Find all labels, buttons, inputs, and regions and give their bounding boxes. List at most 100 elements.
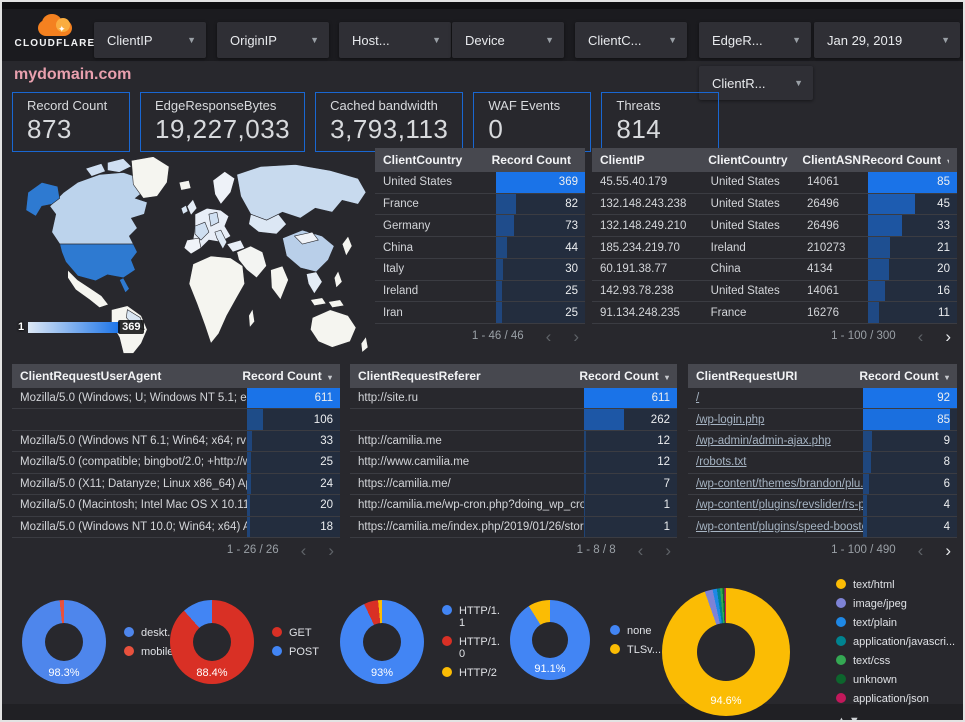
table-row[interactable]: 132.148.243.238 United States 26496 45 bbox=[592, 193, 957, 216]
table-row[interactable]: Iran 25 bbox=[375, 302, 585, 325]
donut-tls-version[interactable]: 91.1% bbox=[510, 600, 590, 680]
table-cell-link[interactable]: /wp-content/plugins/revslider/rs-p... bbox=[696, 499, 864, 512]
donut-request-method[interactable]: 88.4% bbox=[170, 600, 254, 684]
next-page-icon[interactable]: › bbox=[573, 326, 579, 346]
filter-clientip[interactable]: ClientIP ▼ bbox=[94, 22, 206, 58]
table-row[interactable]: /robots.txt 8 bbox=[688, 452, 957, 474]
table-row[interactable]: 45.55.40.179 United States 14061 85 bbox=[592, 172, 957, 194]
next-page-icon[interactable]: › bbox=[945, 326, 951, 346]
legend-item[interactable]: none bbox=[610, 624, 661, 637]
table-row[interactable]: /wp-content/plugins/speed-booste... 4 bbox=[688, 516, 957, 538]
legend-item[interactable]: application/javascri... bbox=[836, 636, 955, 648]
legend-item[interactable]: HTTP/1.1 bbox=[442, 605, 505, 629]
filter-edger[interactable]: EdgeR... ▼ bbox=[699, 22, 811, 58]
table-row[interactable]: Mozilla/5.0 (Windows NT 6.1; Win64; x64;… bbox=[12, 430, 340, 453]
prev-page-icon[interactable]: ‹ bbox=[545, 326, 552, 346]
donut-chart-tls-version[interactable]: 91.1% none TLSv... bbox=[510, 600, 661, 680]
prev-page-icon[interactable]: ‹ bbox=[300, 540, 307, 560]
prev-page-icon[interactable]: ‹ bbox=[917, 326, 924, 346]
geo-map-chart[interactable]: 1 369 bbox=[12, 148, 370, 354]
legend-item[interactable]: mobile bbox=[124, 645, 176, 658]
prev-page-icon[interactable]: ‹ bbox=[917, 540, 924, 560]
table-row[interactable]: http://camilia.me/wp-cron.php?doing_wp_c… bbox=[350, 495, 677, 517]
column-header[interactable]: Record Count ▾ bbox=[862, 153, 949, 167]
legend-sort-icons[interactable]: ▲▼ bbox=[836, 715, 862, 722]
column-header[interactable]: Record Count ▾ bbox=[242, 369, 332, 383]
donut-chart-request-method[interactable]: 88.4% GET POST bbox=[170, 600, 319, 684]
table-row[interactable]: 106 bbox=[12, 409, 340, 431]
table-cell-link[interactable]: / bbox=[696, 392, 700, 405]
table-row[interactable]: United States 369 bbox=[375, 172, 585, 194]
table-row[interactable]: / 92 bbox=[688, 388, 957, 410]
column-header[interactable]: Record Count ▾ bbox=[579, 369, 669, 383]
table-row[interactable]: /wp-login.php 85 bbox=[688, 409, 957, 431]
filter-host[interactable]: Host... ▼ bbox=[339, 22, 451, 58]
legend-item[interactable]: text/plain bbox=[836, 617, 955, 629]
legend-item[interactable]: text/css bbox=[836, 655, 955, 667]
legend-item[interactable]: HTTP/1.0 bbox=[442, 636, 505, 660]
table-row[interactable]: Mozilla/5.0 (compatible; bingbot/2.0; +h… bbox=[12, 452, 340, 474]
column-header[interactable]: ClientRequestReferer bbox=[358, 369, 481, 383]
table-row[interactable]: Mozilla/5.0 (Windows NT 10.0; Win64; x64… bbox=[12, 516, 340, 538]
table-row[interactable]: Mozilla/5.0 (Macintosh; Intel Mac OS X 1… bbox=[12, 495, 340, 517]
column-header[interactable]: Record Count ▾ bbox=[859, 369, 949, 383]
table-row[interactable]: France 82 bbox=[375, 193, 585, 216]
table-row[interactable]: http://camilia.me 12 bbox=[350, 430, 677, 453]
column-header[interactable]: ClientASN bbox=[802, 153, 862, 167]
table-row[interactable]: 132.148.249.210 United States 26496 33 bbox=[592, 215, 957, 238]
table-row[interactable]: 262 bbox=[350, 409, 677, 431]
table-row[interactable]: https://camilia.me/7 bbox=[350, 473, 677, 496]
next-page-icon[interactable]: › bbox=[945, 540, 951, 560]
column-header[interactable]: ClientIP bbox=[600, 153, 645, 167]
table-cell-link[interactable]: /wp-admin/admin-ajax.php bbox=[696, 435, 831, 448]
table-row[interactable]: /wp-content/themes/brandon/plu... 6 bbox=[688, 473, 957, 496]
table-row[interactable]: https://camilia.me/index.php/2019/01/26/… bbox=[350, 516, 677, 538]
column-header[interactable]: ClientRequestURI bbox=[696, 369, 798, 383]
table-row[interactable]: http://site.ru 611 bbox=[350, 388, 677, 410]
table-cell-link[interactable]: /wp-content/plugins/speed-booste... bbox=[696, 520, 864, 533]
table-row[interactable]: /wp-content/plugins/revslider/rs-p... 4 bbox=[688, 495, 957, 517]
table-row[interactable]: Mozilla/5.0 (Windows; U; Windows NT 5.1;… bbox=[12, 388, 340, 410]
table-row[interactable]: 91.134.248.235 France 16276 11 bbox=[592, 302, 957, 325]
column-header[interactable]: ClientCountry bbox=[383, 153, 463, 167]
donut-chart-content-type[interactable]: 94.6% text/html image/jpeg text/plain applic… bbox=[662, 577, 955, 722]
legend-item[interactable]: GET bbox=[272, 626, 319, 639]
legend-item[interactable]: POST bbox=[272, 645, 319, 658]
donut-chart-http-protocol[interactable]: 93% HTTP/1.1 HTTP/1.0 HTTP/2 bbox=[340, 600, 505, 684]
next-page-icon[interactable]: › bbox=[665, 540, 671, 560]
legend-item[interactable]: text/html bbox=[836, 579, 955, 591]
next-page-icon[interactable]: › bbox=[328, 540, 334, 560]
table-row[interactable]: 142.93.78.238 United States 14061 16 bbox=[592, 280, 957, 303]
donut-device-type[interactable]: 98.3% bbox=[22, 600, 106, 684]
table-row[interactable]: Ireland 25 bbox=[375, 280, 585, 303]
legend-item[interactable]: HTTP/2 bbox=[442, 667, 505, 679]
column-header[interactable]: ClientRequestUserAgent bbox=[20, 369, 162, 383]
filter-originip[interactable]: OriginIP ▼ bbox=[217, 22, 329, 58]
table-row[interactable]: Italy 30 bbox=[375, 258, 585, 281]
filter-clientrequest[interactable]: ClientR... ▼ bbox=[699, 66, 813, 100]
column-header[interactable]: ClientCountry bbox=[708, 153, 788, 167]
table-row[interactable]: Mozilla/5.0 (X11; Datanyze; Linux x86_64… bbox=[12, 473, 340, 496]
prev-page-icon[interactable]: ‹ bbox=[637, 540, 644, 560]
donut-content-type[interactable]: 94.6% bbox=[662, 588, 790, 716]
date-range-filter[interactable]: Jan 29, 2019 ▼ bbox=[814, 22, 960, 58]
legend-item[interactable]: deskt... bbox=[124, 626, 176, 639]
table-row[interactable]: 185.234.219.70 Ireland 210273 21 bbox=[592, 237, 957, 259]
table-row[interactable]: Germany 73 bbox=[375, 215, 585, 238]
legend-item[interactable]: image/jpeg bbox=[836, 598, 955, 610]
table-cell-link[interactable]: /robots.txt bbox=[696, 456, 747, 469]
legend-item[interactable]: application/json bbox=[836, 693, 955, 705]
filter-clientc[interactable]: ClientC... ▼ bbox=[575, 22, 687, 58]
table-cell-link[interactable]: /wp-content/themes/brandon/plu... bbox=[696, 477, 864, 490]
filter-device[interactable]: Device ▼ bbox=[452, 22, 564, 58]
table-row[interactable]: /wp-admin/admin-ajax.php 9 bbox=[688, 430, 957, 453]
donut-chart-device-type[interactable]: 98.3% deskt... mobile bbox=[22, 600, 176, 684]
table-row[interactable]: http://www.camilia.me 12 bbox=[350, 452, 677, 474]
table-row[interactable]: China 44 bbox=[375, 237, 585, 259]
legend-item[interactable]: unknown bbox=[836, 674, 955, 686]
legend-item[interactable]: TLSv... bbox=[610, 643, 661, 656]
donut-http-protocol[interactable]: 93% bbox=[340, 600, 424, 684]
table-row[interactable]: 60.191.38.77 China 4134 20 bbox=[592, 258, 957, 281]
table-cell-link[interactable]: /wp-login.php bbox=[696, 413, 765, 426]
column-header[interactable]: Record Count ▾ bbox=[492, 153, 577, 167]
